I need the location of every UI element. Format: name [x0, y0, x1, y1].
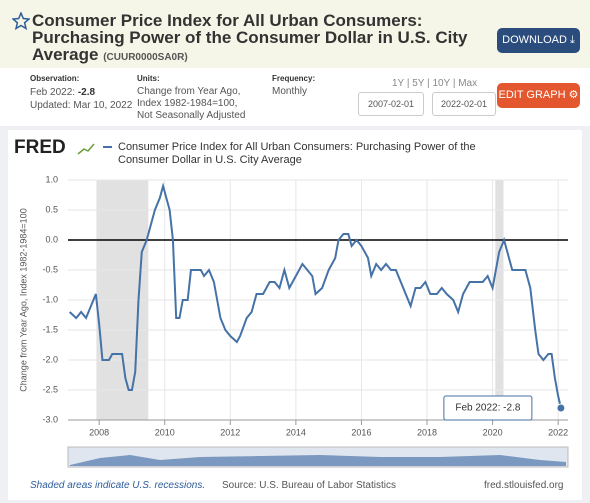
- x-tick-label: 2016: [351, 427, 371, 437]
- units-line: Not Seasonally Adjusted: [137, 110, 246, 121]
- navigator-preview: [70, 455, 566, 466]
- end-date[interactable]: 2022-02-01: [432, 92, 496, 116]
- y-tick-label: -0.5: [42, 264, 58, 274]
- star-icon[interactable]: [12, 12, 30, 30]
- edit-graph-button[interactable]: EDIT GRAPH ⚙: [497, 83, 580, 108]
- x-tick-label: 2008: [89, 427, 109, 437]
- series-id: (CUUR0000SA0R): [103, 52, 188, 63]
- frequency: Monthly: [272, 86, 308, 97]
- source: Source: U.S. Bureau of Labor Statistics: [222, 480, 396, 491]
- edit-graph-text: EDIT GRAPH: [498, 89, 566, 101]
- legend-entry: Consumer Price Index for All Urban Consu…: [118, 141, 476, 166]
- hover-marker: [556, 403, 566, 413]
- title-text: Consumer Price Index for All Urban Consu…: [32, 11, 468, 64]
- download-button[interactable]: DOWNLOAD ⤓: [497, 28, 580, 53]
- y-tick-label: -2.0: [42, 354, 58, 364]
- tooltip-text: Feb 2022: -2.8: [455, 403, 520, 414]
- updated: Updated: Mar 10, 2022: [30, 100, 133, 111]
- fred-logo: FRED: [14, 137, 66, 158]
- observation-value: -2.8: [77, 87, 96, 98]
- y-tick-label: 0.5: [45, 204, 58, 214]
- x-tick-label: 2014: [286, 427, 306, 437]
- units-label: Units:: [137, 74, 160, 83]
- header: [0, 0, 590, 68]
- units-line: Index 1982-1984=100,: [137, 98, 238, 109]
- y-tick-label: -1.5: [42, 324, 58, 334]
- y-axis-label: Change from Year Ago, Index 1982-1984=10…: [18, 208, 28, 391]
- download-text: DOWNLOAD: [502, 34, 567, 46]
- y-tick-label: -2.5: [42, 384, 58, 394]
- range-link[interactable]: 1Y: [392, 78, 405, 89]
- x-tick-label: 2012: [220, 427, 240, 437]
- x-tick-label: 2022: [548, 427, 568, 437]
- observation-date: Feb 2022:: [30, 87, 76, 98]
- series-line: [68, 182, 562, 409]
- range-links: 1Y | 5Y | 10Y | Max: [392, 78, 478, 89]
- x-tick-label: 2018: [417, 427, 437, 437]
- y-tick-label: 1.0: [45, 174, 58, 184]
- logo-icon: [77, 143, 95, 155]
- x-tick-label: 2010: [155, 427, 175, 437]
- y-tick-label: -3.0: [42, 414, 58, 424]
- x-tick-label: 2020: [483, 427, 503, 437]
- recession-note: Shaded areas indicate U.S. recessions.: [30, 480, 206, 491]
- y-tick-label: -1.0: [42, 294, 58, 304]
- tooltip-box: [443, 395, 533, 421]
- frequency-label: Frequency:: [272, 74, 316, 83]
- site: fred.stlouisfed.org: [484, 480, 564, 491]
- range-link[interactable]: Max: [458, 78, 478, 89]
- y-tick-label: 0.0: [45, 234, 58, 244]
- title: Consumer Price Index for All Urban Consu…: [32, 12, 492, 66]
- observation-label: Observation:: [30, 74, 80, 83]
- range-link[interactable]: 5Y: [412, 78, 425, 89]
- units-line: Change from Year Ago,: [137, 86, 241, 97]
- start-date[interactable]: 2007-02-01: [358, 92, 424, 116]
- range-link[interactable]: 10Y: [432, 78, 451, 89]
